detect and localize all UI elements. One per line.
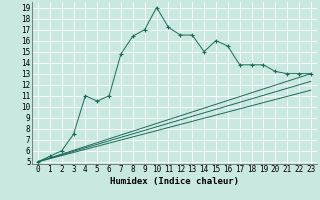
X-axis label: Humidex (Indice chaleur): Humidex (Indice chaleur) — [110, 177, 239, 186]
